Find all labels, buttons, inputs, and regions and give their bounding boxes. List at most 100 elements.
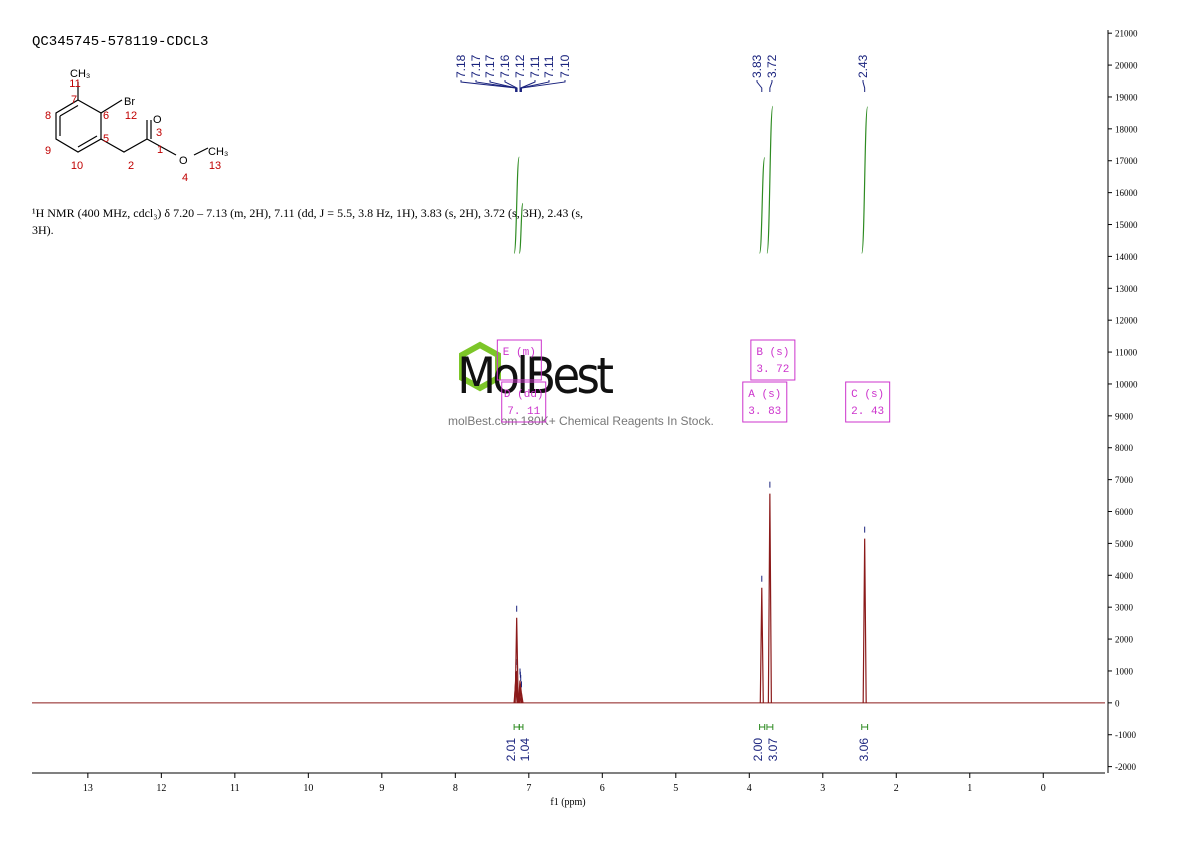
multiplet-name: D (dd) [504,389,544,401]
x-tick-label: 9 [379,783,384,794]
integral-curve [861,106,869,254]
y-tick-label: 14000 [1115,252,1138,262]
peak-pick-leader [756,80,763,92]
multiplet-shift: 3. 83 [748,406,781,418]
atom-number: 13 [209,160,221,172]
peak-pick-leader [504,80,518,92]
integral-curve [513,156,520,254]
watermark: MolBest molBest.com 180K+ Chemical Reage… [448,341,714,428]
peak-pick-label: 7.17 [483,54,497,78]
integral-bracket [518,724,524,730]
peak-pick-leader [460,80,517,92]
multiplet-box [845,381,891,423]
y-tick-label: 13000 [1115,284,1138,294]
x-tick-label: 5 [673,783,678,794]
atom: CH₃ [208,146,228,158]
atom-number: 3 [156,127,162,139]
x-tick-label: 4 [747,783,752,794]
peak-pick-leader [489,80,517,92]
atom-number: 9 [45,145,51,157]
atom-numbers: 11 7 6 12 8 5 9 10 2 1 3 4 13 [45,78,221,184]
atom: O [179,155,188,167]
multiplet-name: A (s) [748,389,781,401]
tagline: molBest.com 180K+ Chemical Reagents In S… [448,414,714,428]
integral-bracket [861,724,869,730]
atom-number: 6 [103,110,109,122]
multiplet-box [750,339,796,381]
integral-curve [518,202,524,254]
integral-label: 2.01 [504,738,518,762]
x-tick-label: 10 [303,783,313,794]
x-tick-label: 3 [820,783,825,794]
peak-pick-label: 7.18 [454,54,468,78]
integral-bracket [513,724,520,730]
x-tick-label: 11 [230,783,240,794]
y-tick-label: 3000 [1115,603,1134,613]
peak-pick-leader [862,80,866,92]
peak [519,693,524,703]
multiplet-box [742,381,788,423]
chart-title: QC345745-578119-CDCL3 [32,34,208,50]
x-tick-label: 0 [1041,783,1046,794]
y-tick-label: 5000 [1115,539,1134,549]
atom-number: 11 [69,78,80,90]
atom-number: 7 [71,94,77,106]
multiplet-name: E (m) [503,347,536,359]
x-tick-label: 12 [156,783,166,794]
x-tick-label: 13 [83,783,93,794]
atom: CH₃ [70,68,90,80]
peak-pick-label: 2.43 [856,54,870,78]
brand: MolBest [457,348,613,406]
logo [459,341,501,392]
y-tick-label: 6000 [1115,507,1134,517]
atom-number: 8 [45,110,51,122]
atom-number: 10 [71,160,83,172]
peak-pick-label: 7.17 [469,54,483,78]
y-tick-label: 0 [1115,698,1120,708]
atom-number: 5 [103,133,109,145]
y-tick-label: 8000 [1115,443,1134,453]
multiplet-shift: 7. 11 [507,406,540,418]
y-tick-label: 12000 [1115,316,1138,326]
multiplet-box [501,381,547,423]
y-tick-label: 20000 [1115,61,1138,71]
multiplet-box [496,339,542,381]
atom-number: 4 [182,172,188,184]
peak-pick-label: 7.11 [542,55,556,78]
atom: Br [124,96,135,108]
y-tick-label: 19000 [1115,92,1138,102]
y-tick-label: 2000 [1115,635,1134,645]
integral-label: 1.04 [518,738,532,762]
peak [514,617,519,703]
peak-pick-label: 7.10 [558,54,572,78]
atom-number: 1 [157,144,163,156]
y-tick-label: 4000 [1115,571,1134,581]
peak [767,493,772,703]
integral-curve [766,105,774,254]
x-tick-label: 8 [453,783,458,794]
atom-number: 12 [125,110,137,122]
integral-bracket [759,724,766,730]
atom: O [153,114,162,126]
peak [862,538,867,703]
y-tick-label: 11000 [1115,348,1138,358]
y-tick-label: -2000 [1115,762,1136,772]
x-tick-label: 2 [894,783,899,794]
structure-labels: CH₃ Br O O CH₃ [70,68,228,167]
y-tick-label: 10000 [1115,379,1138,389]
x-tick-label: 1 [967,783,972,794]
bonds [77,82,209,156]
integral-bracket [766,724,774,730]
y-tick-label: 15000 [1115,220,1138,230]
y-tick-label: 16000 [1115,188,1138,198]
structure [55,82,209,156]
y-tick-label: 18000 [1115,124,1138,134]
multiplet-shift: 2. 43 [851,406,884,418]
y-tick-label: 1000 [1115,666,1134,676]
ring [55,99,102,153]
integral-label: 3.07 [766,738,780,762]
y-tick-label: -1000 [1115,730,1136,740]
peak-pick-label: 7.16 [498,54,512,78]
